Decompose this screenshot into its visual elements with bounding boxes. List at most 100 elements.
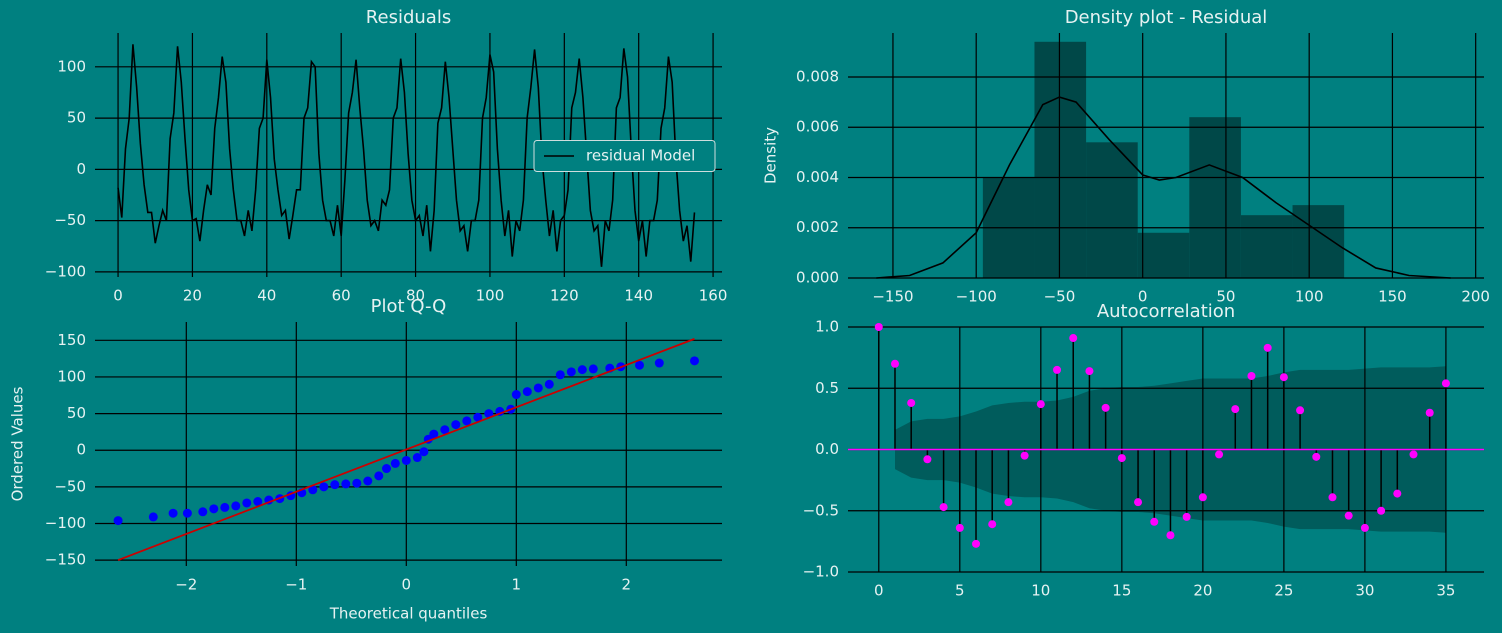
acf-marker <box>1360 523 1369 532</box>
y-tick-label: 1.0 <box>815 318 839 336</box>
acf-marker <box>874 323 883 331</box>
x-tick-label: 100 <box>1295 288 1324 306</box>
qq-point <box>231 501 241 511</box>
qq-point <box>566 367 576 377</box>
legend-label: residual Model <box>586 147 695 165</box>
histogram-bar <box>1137 232 1190 278</box>
chart-title: Residuals <box>366 7 451 28</box>
x-tick-label: 50 <box>1216 288 1235 306</box>
qq-point <box>253 497 263 507</box>
qq-point <box>319 482 329 492</box>
acf-marker <box>1134 498 1143 507</box>
acf-marker <box>1101 403 1110 412</box>
qq-point <box>352 478 362 488</box>
subplot: Residuals 0 20 40 60 80 100 120 140 160 −100 −50 0 50… <box>45 7 728 305</box>
chart-title: Density plot - Residual <box>1065 7 1268 28</box>
acf-marker <box>1166 531 1175 540</box>
plot-area <box>848 323 1484 573</box>
x-tick-label: 15 <box>1112 582 1131 600</box>
y-tick-label: 0 <box>76 160 86 178</box>
acf-marker <box>1279 373 1288 382</box>
y-tick-label: 0 <box>76 441 86 459</box>
plot-area <box>95 322 722 566</box>
x-tick-label: 30 <box>1355 582 1374 600</box>
x-tick-label: 20 <box>1193 582 1212 600</box>
x-tick-label: 120 <box>550 287 579 305</box>
y-axis-label: Ordered Values <box>9 386 27 501</box>
qq-point <box>412 453 422 463</box>
y-tick-label: 0.5 <box>815 379 839 397</box>
qq-point <box>419 447 429 457</box>
qq-point <box>401 455 411 465</box>
y-tick-label: 100 <box>57 57 86 75</box>
acf-marker <box>1053 365 1062 374</box>
x-tick-label: −100 <box>956 288 997 306</box>
x-tick-label: 140 <box>624 287 653 305</box>
qq-point <box>113 516 123 526</box>
acf-marker <box>890 359 899 368</box>
x-tick-label: 160 <box>699 287 728 305</box>
chart-title: Autocorrelation <box>1097 301 1235 322</box>
acf-marker <box>1150 517 1159 526</box>
qq-point <box>242 498 252 508</box>
acf-marker <box>923 455 932 464</box>
x-tick-label: 2 <box>622 576 632 594</box>
acf-marker <box>1247 372 1256 380</box>
acf-marker <box>1231 405 1240 414</box>
x-tick-label: 100 <box>476 287 505 305</box>
chart-title: Plot Q-Q <box>371 296 447 317</box>
x-tick-label: −50 <box>1044 288 1076 306</box>
acf-marker <box>1344 511 1353 520</box>
y-tick-label: 150 <box>57 331 86 349</box>
qq-point <box>209 504 219 514</box>
x-tick-label: 200 <box>1461 288 1490 306</box>
y-axis-label: Density <box>762 127 780 184</box>
y-tick-label: 0.004 <box>796 168 839 186</box>
x-tick-label: 20 <box>183 287 202 305</box>
y-tick-label: 0.006 <box>796 118 839 136</box>
acf-marker <box>955 523 964 532</box>
qq-point <box>374 471 384 481</box>
qq-point <box>654 358 664 368</box>
qq-point <box>544 379 554 389</box>
qq-point <box>588 364 598 374</box>
subplot: Plot Q-Q Theoretical quantiles Ordered Val… <box>9 296 722 623</box>
acf-marker <box>1393 489 1402 498</box>
x-axis-label: Theoretical quantiles <box>329 605 488 623</box>
acf-marker <box>1312 452 1321 461</box>
qq-point <box>511 390 521 400</box>
x-tick-label: 0 <box>1138 288 1148 306</box>
x-tick-label: −2 <box>175 576 197 594</box>
acf-marker <box>1296 406 1305 415</box>
qq-point <box>555 370 565 380</box>
x-tick-label: −1 <box>285 576 307 594</box>
y-tick-label: −0.5 <box>803 501 839 519</box>
y-tick-label: 0.000 <box>796 269 839 287</box>
acf-marker <box>1069 334 1078 343</box>
acf-marker <box>1263 343 1272 352</box>
histogram-bar <box>1034 41 1087 278</box>
acf-marker <box>1004 498 1013 507</box>
histogram-bar <box>1292 205 1345 278</box>
qq-point <box>522 387 532 397</box>
x-tick-label: 1 <box>512 576 522 594</box>
x-tick-label: 0 <box>113 287 123 305</box>
acf-marker <box>1425 408 1434 417</box>
x-tick-label: 0 <box>402 576 412 594</box>
qq-point <box>182 508 192 518</box>
qq-point <box>635 360 644 370</box>
qq-point <box>363 476 373 486</box>
x-tick-label: 40 <box>257 287 276 305</box>
line <box>117 44 696 267</box>
qq-point <box>220 502 230 512</box>
y-tick-label: 50 <box>67 404 86 422</box>
y-tick-label: 100 <box>57 367 86 385</box>
y-tick-label: 50 <box>67 109 86 127</box>
qq-point <box>451 420 461 430</box>
acf-marker <box>1215 450 1224 459</box>
acf-marker <box>1377 506 1386 515</box>
qq-point <box>690 356 699 366</box>
acf-marker <box>1182 512 1191 521</box>
subplot: Density plot - Residual Density −150 −100 −5… <box>762 7 1490 306</box>
y-tick-label: −150 <box>45 551 86 569</box>
